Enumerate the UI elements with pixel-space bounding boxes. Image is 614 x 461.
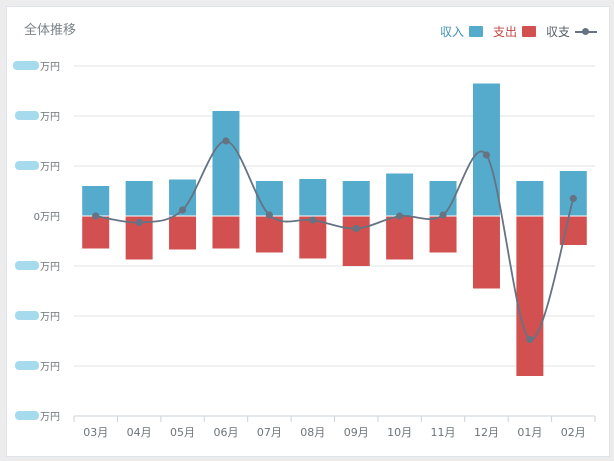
balance-point [352,224,360,233]
balance-point [569,194,577,203]
bar-expense [386,216,414,260]
redacted-ytick-value [15,361,39,370]
ytick-label: 万円 [40,62,60,73]
bar-expense [429,216,457,253]
chart-legend: 収入 支出 収支 [430,23,597,39]
ytick-label: 万円 [40,362,60,373]
xtick-label: 01月 [517,426,542,439]
ytick-label: 万円 [40,412,60,423]
redacted-ytick-value [15,411,39,420]
redacted-ytick-value [15,111,39,120]
redacted-ytick-value [15,161,39,170]
redacted-ytick-value [15,261,39,270]
bar-income [516,181,544,216]
bar-income [82,186,110,216]
balance-point [309,216,317,224]
bar-expense [472,216,500,289]
balance-point [92,212,100,220]
bar-income [212,111,240,216]
xtick-label: 12月 [474,426,499,439]
xtick-label: 07月 [257,426,282,439]
balance-point [178,206,187,214]
legend-item-expense[interactable]: 支出 [493,23,536,40]
ytick-label: 万円 [40,312,60,323]
bar-income [429,181,457,216]
xtick-label: 09月 [344,426,369,439]
bar-expense [255,216,283,253]
bar-expense [342,216,370,266]
redacted-ytick-value [13,61,39,70]
xtick-label: 05月 [170,426,195,439]
legend-swatch-expense [521,25,536,37]
balance-point [222,137,230,145]
legend-item-balance[interactable]: 収支 [546,23,597,40]
xtick-label: 11月 [431,426,456,439]
bar-income [342,181,370,216]
bar-income [255,181,283,216]
bar-income [472,83,500,216]
xtick-label: 02月 [561,426,586,439]
ytick-label: 0万円 [34,212,60,223]
redacted-ytick-value [15,311,39,320]
balance-point [482,151,491,159]
balance-point [396,212,404,220]
chart-title: 全体推移 [24,23,77,38]
bar-income [559,171,587,216]
legend-swatch-income [468,25,483,37]
xtick-label: 03月 [83,426,108,439]
legend-line-icon [575,26,597,37]
bar-expense [169,216,197,250]
bar-expense [516,216,544,376]
xtick-label: 06月 [213,426,238,439]
balance-point [526,335,534,344]
legend-label-income: 収入 [439,24,464,39]
xtick-label: 04月 [127,426,152,439]
xtick-label: 10月 [387,426,412,439]
bar-income [299,179,327,216]
balance-point [135,218,143,227]
legend-label-expense: 支出 [492,24,517,39]
ytick-label: 万円 [40,262,60,273]
bar-income [386,173,414,216]
bar-income [125,181,153,216]
xtick-label: 08月 [300,426,325,439]
balance-point [439,211,447,219]
legend-item-income[interactable]: 収入 [440,23,483,40]
balance-line [95,140,575,341]
bar-expense [212,216,240,249]
balance-point [265,211,273,219]
ytick-label: 万円 [40,162,60,173]
bar-expense [82,216,110,249]
legend-label-balance: 収支 [545,24,570,39]
ytick-label: 万円 [40,112,60,123]
